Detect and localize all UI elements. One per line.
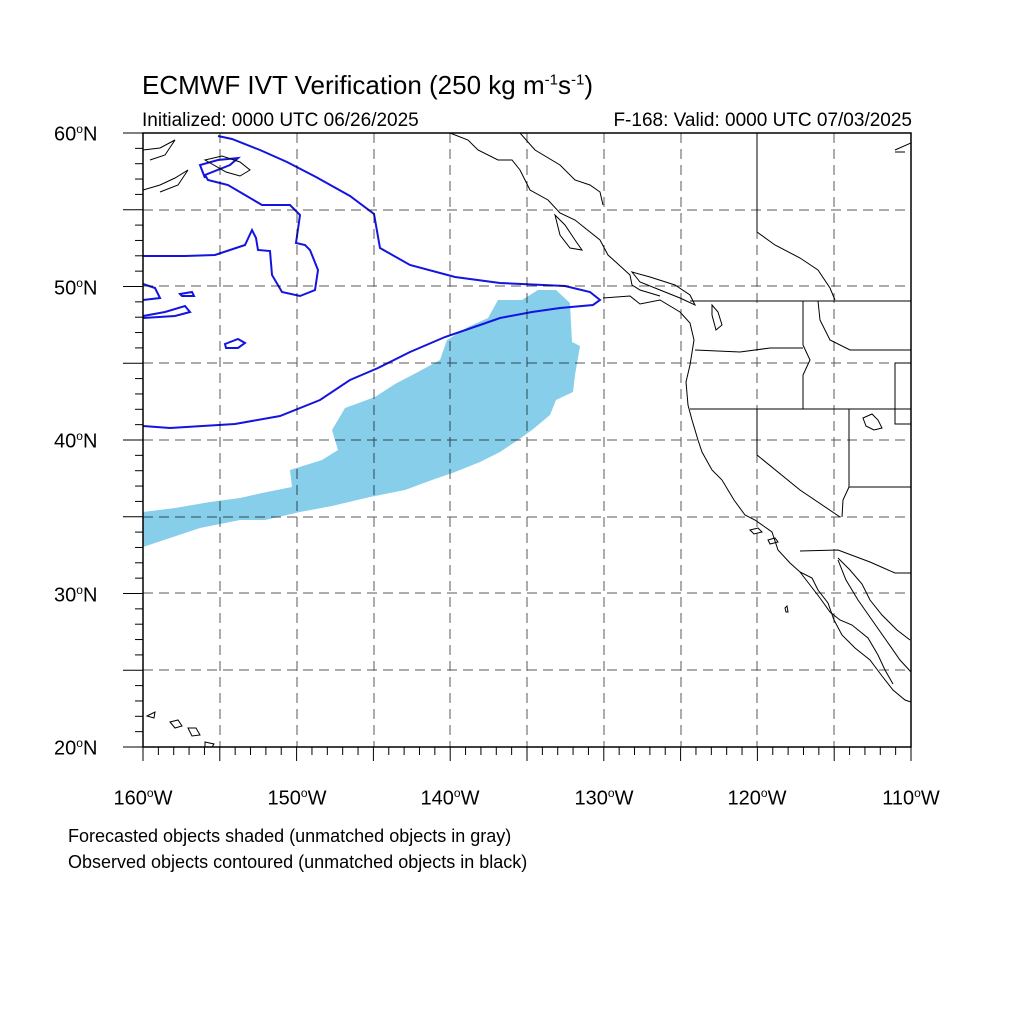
coastlines (143, 133, 911, 747)
observed-ivt-contour-small (143, 283, 247, 349)
lat-label-20: 20oN (54, 736, 98, 760)
valid-time-label: F-168: Valid: 0000 UTC 07/03/2025 (613, 110, 912, 131)
graticule (143, 133, 911, 747)
axis-ticks (123, 132, 912, 761)
lon-label-110w: 110oW (882, 786, 940, 810)
observed-ivt-contour (143, 135, 602, 430)
lat-label-60: 60oN (54, 122, 98, 146)
observed-ivt-contour-lobe (143, 156, 320, 298)
lon-label-150w: 150oW (267, 786, 327, 810)
lat-label-40: 40oN (54, 429, 98, 453)
observed-note: Observed objects contoured (unmatched ob… (68, 852, 528, 872)
lon-label-120w: 120oW (727, 786, 787, 810)
lat-label-30: 30oN (54, 583, 98, 607)
lon-label-140w: 140oW (420, 786, 480, 810)
forecast-ivt-object (143, 290, 580, 547)
political-boundaries (690, 133, 911, 574)
map-title: ECMWF IVT Verification (250 kg m-1s-1) (142, 70, 593, 100)
lon-label-160w: 160oW (113, 786, 173, 810)
lat-label-50: 50oN (54, 276, 98, 300)
forecast-note: Forecasted objects shaded (unmatched obj… (68, 826, 512, 846)
initialized-label: Initialized: 0000 UTC 06/26/2025 (142, 110, 419, 131)
lon-label-130w: 130oW (574, 786, 634, 810)
